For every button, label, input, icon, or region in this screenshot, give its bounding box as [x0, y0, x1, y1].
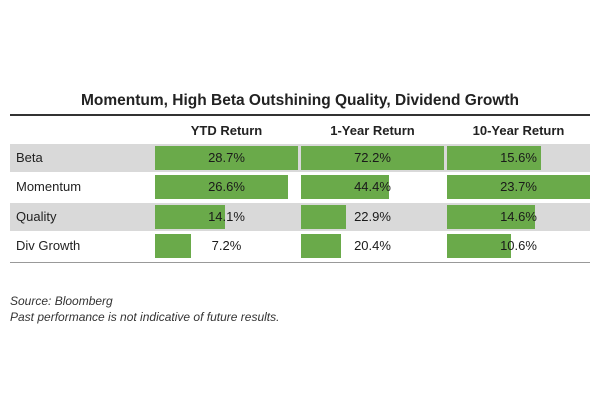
table-cell: 20.4%: [301, 232, 444, 260]
value-label: 14.1%: [208, 209, 245, 224]
value-label: 10.6%: [500, 238, 537, 253]
top-rule: [10, 114, 590, 116]
value-bar: [155, 234, 191, 258]
row-label: Beta: [16, 150, 43, 165]
table-cell: 23.7%: [447, 173, 590, 201]
table-cell: 15.6%: [447, 144, 590, 172]
disclaimer-note: Past performance is not indicative of fu…: [10, 310, 280, 324]
table-row: Beta 28.7% 72.2% 15.6%: [10, 144, 590, 172]
value-label: 28.7%: [208, 150, 245, 165]
table-cell: 72.2%: [301, 144, 444, 172]
table-cell: 14.1%: [155, 203, 298, 231]
value-bar: [447, 234, 511, 258]
table-row: Momentum 26.6% 44.4% 23.7%: [10, 173, 590, 201]
column-header-10-year: 10-Year Return: [472, 123, 565, 138]
table-row: Div Growth 7.2% 20.4% 10.6%: [10, 232, 590, 260]
source-note: Source: Bloomberg: [10, 294, 113, 308]
value-bar: [155, 146, 298, 170]
value-label: 26.6%: [208, 179, 245, 194]
table-cell: 7.2%: [155, 232, 298, 260]
value-bar: [155, 175, 288, 199]
chart-title: Momentum, High Beta Outshining Quality, …: [80, 92, 520, 109]
value-label: 23.7%: [500, 179, 537, 194]
value-bar: [301, 205, 346, 229]
table-cell: 10.6%: [447, 232, 590, 260]
value-bar: [301, 146, 444, 170]
row-label: Quality: [16, 209, 57, 224]
table-cell: 26.6%: [155, 173, 298, 201]
table-row: Quality 14.1% 22.9% 14.6%: [10, 203, 590, 231]
bottom-rule: [10, 262, 590, 263]
value-bar: [155, 205, 225, 229]
table-cell: 14.6%: [447, 203, 590, 231]
table-cell: 22.9%: [301, 203, 444, 231]
value-label: 15.6%: [500, 150, 537, 165]
value-label: 72.2%: [354, 150, 391, 165]
table-cell: 44.4%: [301, 173, 444, 201]
value-label: 20.4%: [354, 238, 391, 253]
table-cell: 28.7%: [155, 144, 298, 172]
row-label: Div Growth: [16, 238, 81, 253]
value-label: 7.2%: [211, 238, 242, 253]
column-header-1-year: 1-Year Return: [330, 123, 415, 138]
value-label: 22.9%: [354, 209, 391, 224]
value-bar: [447, 175, 590, 199]
value-bar: [447, 146, 541, 170]
value-bar: [301, 175, 389, 199]
row-label: Momentum: [16, 179, 82, 194]
value-label: 14.6%: [500, 209, 537, 224]
value-bar: [301, 234, 341, 258]
column-header-ytd: YTD Return: [190, 123, 263, 138]
value-bar: [447, 205, 535, 229]
value-label: 44.4%: [354, 179, 391, 194]
